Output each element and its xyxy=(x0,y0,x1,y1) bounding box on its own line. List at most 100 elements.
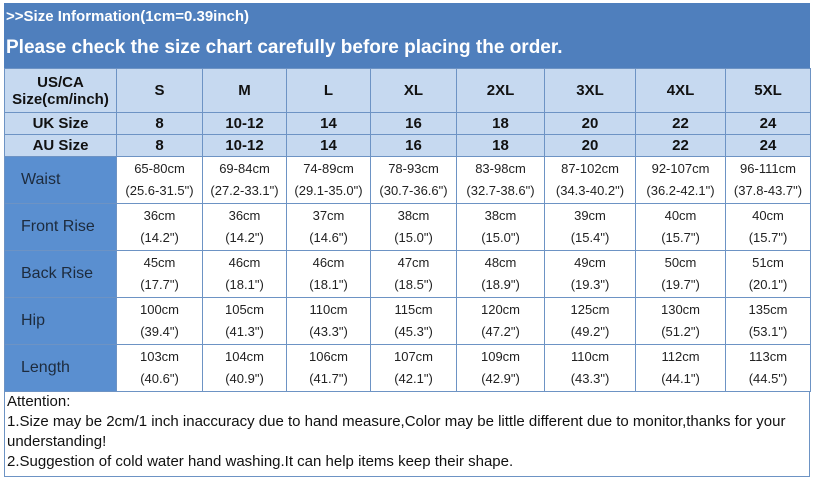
cm-value: 46cm xyxy=(228,255,261,270)
measurement-cell: 83-98cm (32.7-38.6") xyxy=(456,156,545,204)
uk-size-value: 16 xyxy=(370,112,457,135)
uk-size-row: UK Size 8 10-12 14 16 18 20 22 24 xyxy=(4,112,811,135)
cm-value: 74-89cm xyxy=(303,161,354,176)
measurement-cell: 103cm (40.6") xyxy=(116,344,203,392)
measurement-cell: 125cm (49.2") xyxy=(544,297,636,345)
inch-value: (19.3") xyxy=(570,277,610,292)
cm-value: 100cm xyxy=(139,302,180,317)
note-1: 1.Size may be 2cm/1 inch inaccuracy due … xyxy=(7,413,786,450)
measurement-cell: 96-111cm (37.8-43.7") xyxy=(725,156,811,204)
inch-value: (15.7") xyxy=(748,230,788,245)
au-size-value: 8 xyxy=(116,134,203,157)
inch-value: (30.7-36.6") xyxy=(379,183,448,198)
inch-value: (45.3") xyxy=(394,324,433,339)
cm-value: 83-98cm xyxy=(475,161,526,176)
measurement-cell: 49cm (19.3") xyxy=(544,250,636,298)
size-header: 5XL xyxy=(725,68,811,113)
measurement-cell: 65-80cm (25.6-31.5") xyxy=(116,156,203,204)
uk-size-value: 14 xyxy=(286,112,371,135)
inch-value: (37.8-43.7") xyxy=(733,183,803,198)
measurement-row: Front Rise 36cm (14.2") 36cm (14.2") 37cm (14.… xyxy=(4,203,811,251)
measurement-row: Hip 100cm (39.4") 105cm (41.3") 110cm (43.3") 1… xyxy=(4,297,811,345)
measurement-cell: 47cm (18.5") xyxy=(370,250,457,298)
cm-value: 37cm xyxy=(312,208,345,223)
measurement-cell: 36cm (14.2") xyxy=(116,203,203,251)
inch-value: (15.0") xyxy=(394,230,433,245)
measurement-cell: 40cm (15.7") xyxy=(725,203,811,251)
header-label-line: Size(cm/inch) xyxy=(12,90,109,108)
cm-value: 40cm xyxy=(664,208,697,223)
cm-value: 115cm xyxy=(394,302,433,317)
cm-value: 125cm xyxy=(570,302,610,317)
measurement-cell: 46cm (18.1") xyxy=(286,250,371,298)
au-size-value: 20 xyxy=(544,134,636,157)
cm-value: 50cm xyxy=(664,255,697,270)
cm-value: 110cm xyxy=(570,349,610,364)
inch-value: (34.3-40.2") xyxy=(555,183,625,198)
uk-size-value: 18 xyxy=(456,112,545,135)
cm-value: 112cm xyxy=(661,349,700,364)
inch-value: (18.1") xyxy=(225,277,264,292)
inch-value: (49.2") xyxy=(570,324,610,339)
inch-value: (15.7") xyxy=(661,230,700,245)
measurement-cell: 120cm (47.2") xyxy=(456,297,545,345)
au-size-value: 14 xyxy=(286,134,371,157)
measurement-cell: 115cm (45.3") xyxy=(370,297,457,345)
cm-value: 113cm xyxy=(748,349,788,364)
cm-value: 49cm xyxy=(574,255,606,270)
size-header: S xyxy=(116,68,203,113)
cm-value: 105cm xyxy=(224,302,265,317)
measurement-cell: 112cm (44.1") xyxy=(635,344,726,392)
measurement-cell: 130cm (51.2") xyxy=(635,297,726,345)
inch-value: (15.4") xyxy=(570,230,610,245)
measurement-cell: 135cm (53.1") xyxy=(725,297,811,345)
measurement-row: Back Rise 45cm (17.7") 46cm (18.1") 46cm (18.1… xyxy=(4,250,811,298)
inch-value: (18.9") xyxy=(481,277,520,292)
au-size-label: AU Size xyxy=(4,134,117,157)
header-label: US/CA Size(cm/inch) xyxy=(4,68,117,113)
cm-value: 51cm xyxy=(752,255,784,270)
measurement-row: Length 103cm (40.6") 104cm (40.9") 106cm (41.7… xyxy=(4,344,811,392)
inch-value: (14.2") xyxy=(225,230,264,245)
measurement-row: Waist 65-80cm (25.6-31.5") 69-84cm (27.2-33.… xyxy=(4,156,811,204)
measurement-cell: 51cm (20.1") xyxy=(725,250,811,298)
measurement-cell: 100cm (39.4") xyxy=(116,297,203,345)
measurement-cell: 69-84cm (27.2-33.1") xyxy=(202,156,287,204)
uk-size-value: 20 xyxy=(544,112,636,135)
cm-value: 78-93cm xyxy=(388,161,439,176)
cm-value: 109cm xyxy=(480,349,521,364)
cm-value: 106cm xyxy=(308,349,349,364)
au-size-value: 16 xyxy=(370,134,457,157)
measurement-cell: 110cm (43.3") xyxy=(286,297,371,345)
size-header: 4XL xyxy=(635,68,726,113)
inch-value: (41.7") xyxy=(309,371,348,386)
attention-notes: Attention: 1.Size may be 2cm/1 inch inac… xyxy=(4,392,810,477)
size-table: US/CA Size(cm/inch) S M L XL 2XL 3XL 4XL 5XL UK Si… xyxy=(4,68,811,392)
size-header-row: US/CA Size(cm/inch) S M L XL 2XL 3XL 4XL 5XL xyxy=(4,68,811,113)
inch-value: (32.7-38.6") xyxy=(466,183,535,198)
cm-value: 69-84cm xyxy=(219,161,270,176)
cm-value: 40cm xyxy=(752,208,784,223)
measurement-cell: 105cm (41.3") xyxy=(202,297,287,345)
cm-value: 39cm xyxy=(574,208,606,223)
measurement-cell: 40cm (15.7") xyxy=(635,203,726,251)
measurement-cell: 87-102cm (34.3-40.2") xyxy=(544,156,636,204)
size-chart-subtitle: Please check the size chart carefully be… xyxy=(4,31,810,68)
cm-value: 110cm xyxy=(309,302,348,317)
measurement-label: Front Rise xyxy=(4,203,117,251)
inch-value: (14.2") xyxy=(140,230,179,245)
uk-size-label: UK Size xyxy=(4,112,117,135)
cm-value: 46cm xyxy=(312,255,345,270)
inch-value: (43.3") xyxy=(309,324,348,339)
measurement-cell: 104cm (40.9") xyxy=(202,344,287,392)
size-header: 3XL xyxy=(544,68,636,113)
inch-value: (39.4") xyxy=(140,324,179,339)
inch-value: (40.6") xyxy=(140,371,179,386)
measurement-label: Length xyxy=(4,344,117,392)
measurement-label: Waist xyxy=(4,156,117,204)
measurement-label: Hip xyxy=(4,297,117,345)
size-header: M xyxy=(202,68,287,113)
uk-size-value: 24 xyxy=(725,112,811,135)
measurement-cell: 39cm (15.4") xyxy=(544,203,636,251)
au-size-value: 10-12 xyxy=(202,134,287,157)
